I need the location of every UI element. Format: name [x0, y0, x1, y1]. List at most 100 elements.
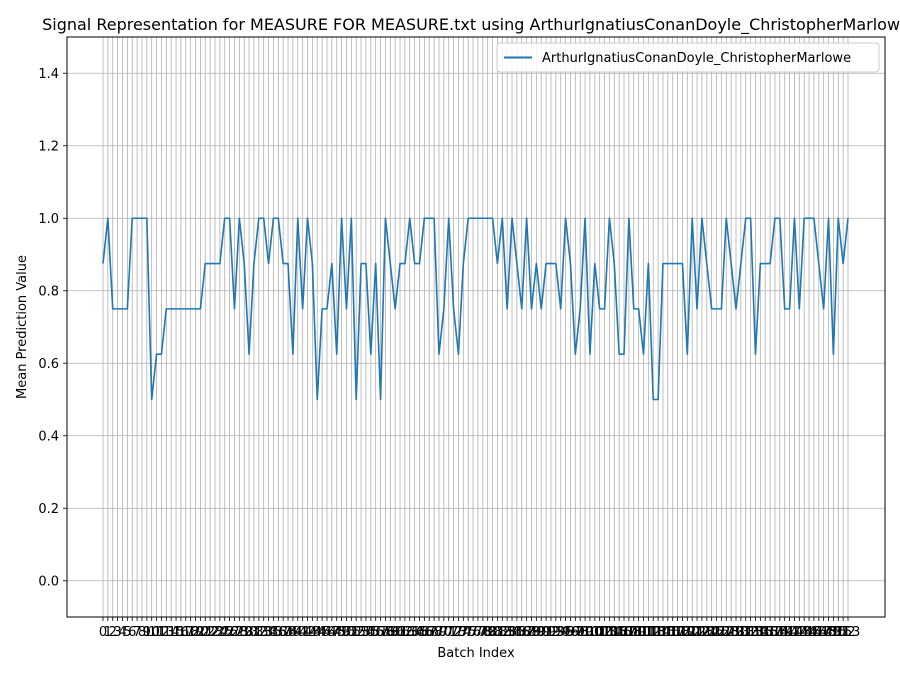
x-tick-label: 69 [431, 625, 448, 640]
series-line [102, 217, 849, 401]
x-tick-label: 68 [426, 625, 443, 640]
x-tick-label: 31 [246, 625, 263, 640]
x-tick-label: 73 [450, 625, 467, 640]
x-axis-label: Batch Index [437, 646, 515, 661]
x-tick-label: 8 [138, 625, 146, 640]
x-tick-label: 70 [436, 625, 453, 640]
legend-label: ArthurIgnatiusConanDoyle_ChristopherMarl… [542, 51, 851, 66]
x-tick-label: 120 [675, 625, 700, 640]
x-tick-label: 137 [758, 625, 783, 640]
y-tick-label: 0.8 [38, 284, 59, 299]
x-tick-label: 121 [680, 625, 705, 640]
x-tick-label: 60 [387, 625, 404, 640]
x-tick-label: 102 [587, 625, 612, 640]
x-tick-label: 77 [470, 625, 487, 640]
x-tick-label: 117 [660, 625, 685, 640]
x-tick-label: 25 [216, 625, 233, 640]
x-tick-label: 94 [552, 625, 569, 640]
x-tick-label: 22 [202, 625, 219, 640]
x-tick-label: 149 [816, 625, 841, 640]
x-tick-label: 38 [280, 625, 297, 640]
x-tick-label: 64 [406, 625, 423, 640]
x-tick-label: 89 [528, 625, 545, 640]
x-tick-label: 75 [460, 625, 477, 640]
x-tick-label: 37 [275, 625, 292, 640]
x-tick-label: 72 [445, 625, 462, 640]
x-tick-label: 92 [543, 625, 560, 640]
x-tick-label: 147 [806, 625, 831, 640]
x-tick-label: 40 [289, 625, 306, 640]
x-tick-label: 138 [763, 625, 788, 640]
x-tick-label: 93 [548, 625, 565, 640]
x-tick-label: 125 [699, 625, 724, 640]
x-tick-label: 109 [621, 625, 646, 640]
x-tick-label: 112 [636, 625, 661, 640]
y-tick-label: 0.4 [38, 429, 59, 444]
x-tick-label: 79 [479, 625, 496, 640]
x-tick-label: 12 [153, 625, 170, 640]
x-tick-label: 88 [523, 625, 540, 640]
x-tick-label: 152 [831, 625, 856, 640]
x-tick-label: 130 [724, 625, 749, 640]
y-tick-label: 1.4 [38, 67, 59, 82]
x-tick-label: 144 [792, 625, 817, 640]
legend: ArthurIgnatiusConanDoyle_ChristopherMarl… [496, 42, 880, 73]
legend-box [496, 42, 880, 73]
x-tick-label: 66 [416, 625, 433, 640]
x-tick-label: 146 [802, 625, 827, 640]
x-tick-label: 0 [99, 625, 107, 640]
x-tick-label: 51 [343, 625, 360, 640]
chart-title: Signal Representation for MEASURE FOR ME… [42, 15, 900, 35]
x-tick-label: 151 [826, 625, 851, 640]
x-tick-label: 132 [733, 625, 758, 640]
x-tick-label: 35 [265, 625, 282, 640]
x-tick-label: 6 [128, 625, 136, 640]
x-tick-label: 105 [602, 625, 627, 640]
x-axis: 0123456789101112131415161718192021222324… [99, 617, 860, 640]
x-tick-label: 104 [597, 625, 622, 640]
y-tick-label: 0.0 [38, 574, 59, 589]
x-tick-label: 129 [719, 625, 744, 640]
x-tick-label: 16 [173, 625, 190, 640]
y-tick-label: 1.2 [38, 139, 59, 154]
x-tick-label: 103 [592, 625, 617, 640]
x-tick-label: 74 [455, 625, 472, 640]
x-tick-label: 15 [168, 625, 185, 640]
x-tick-label: 111 [631, 625, 656, 640]
y-axis-label: Mean Prediction Value [15, 255, 30, 399]
x-tick-label: 50 [338, 625, 355, 640]
x-tick-label: 55 [363, 625, 380, 640]
x-tick-label: 140 [772, 625, 797, 640]
x-tick-label: 133 [738, 625, 763, 640]
x-tick-label: 145 [797, 625, 822, 640]
x-tick-label: 36 [270, 625, 287, 640]
x-tick-label: 32 [251, 625, 268, 640]
x-tick-label: 48 [328, 625, 345, 640]
x-tick-label: 57 [372, 625, 389, 640]
y-tick-label: 1.0 [38, 212, 59, 227]
x-tick-label: 81 [489, 625, 506, 640]
x-tick-label: 65 [411, 625, 428, 640]
x-tick-label: 58 [377, 625, 394, 640]
x-tick-label: 3 [113, 625, 121, 640]
x-tick-label: 141 [777, 625, 802, 640]
x-tick-label: 56 [367, 625, 384, 640]
x-tick-label: 107 [612, 625, 637, 640]
x-tick-label: 2 [109, 625, 117, 640]
x-gridlines [102, 37, 849, 617]
x-tick-label: 47 [324, 625, 341, 640]
x-tick-label: 1 [104, 625, 112, 640]
x-tick-label: 11 [148, 625, 165, 640]
x-tick-label: 101 [582, 625, 607, 640]
x-tick-label: 17 [178, 625, 195, 640]
x-tick-label: 24 [212, 625, 229, 640]
x-tick-label: 106 [607, 625, 632, 640]
x-tick-label: 113 [641, 625, 666, 640]
x-tick-label: 39 [285, 625, 302, 640]
x-tick-label: 46 [319, 625, 336, 640]
x-tick-label: 18 [182, 625, 199, 640]
x-tick-label: 4 [118, 625, 126, 640]
x-tick-label: 54 [358, 625, 375, 640]
x-tick-label: 118 [665, 625, 690, 640]
x-tick-label: 53 [353, 625, 370, 640]
